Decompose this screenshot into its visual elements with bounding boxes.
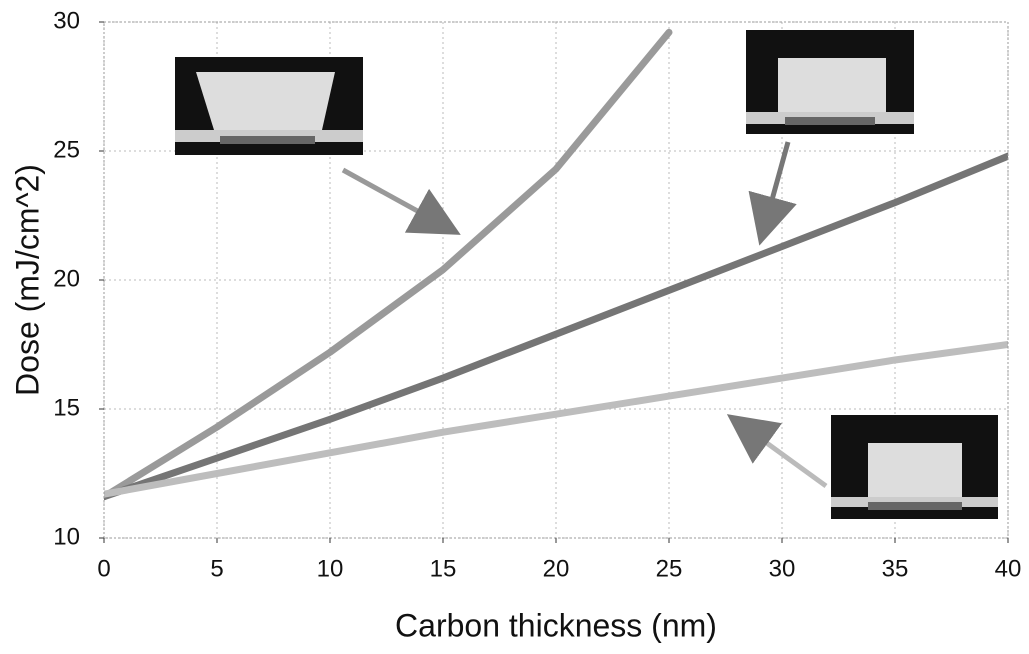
y-tick-label: 15 (53, 394, 80, 421)
arrow (726, 414, 828, 489)
x-tick-label: 20 (543, 555, 570, 582)
x-tick-label: 30 (769, 555, 796, 582)
arrow (341, 167, 461, 235)
x-tick-label: 40 (995, 555, 1022, 582)
x-tick-label: 15 (430, 555, 457, 582)
line-series (104, 28, 673, 501)
x-axis-label: Carbon thickness (nm) (395, 607, 717, 643)
x-tick-label: 25 (656, 555, 683, 582)
inset-3 (831, 415, 998, 519)
line-series (104, 341, 1008, 498)
x-tick-label: 0 (97, 555, 110, 582)
x-tick-label: 5 (210, 555, 223, 582)
y-tick-label: 10 (53, 523, 80, 550)
x-tick-label: 35 (882, 555, 909, 582)
line-series (104, 152, 1008, 501)
inset-2 (746, 30, 914, 134)
x-tick-label: 10 (317, 555, 344, 582)
arrow (748, 141, 797, 246)
y-axis-label: Dose (mJ/cm^2) (9, 164, 45, 396)
y-tick-label: 20 (53, 265, 80, 292)
inset-1 (175, 57, 363, 155)
y-tick-label: 25 (53, 136, 80, 163)
y-tick-label: 30 (53, 7, 80, 34)
